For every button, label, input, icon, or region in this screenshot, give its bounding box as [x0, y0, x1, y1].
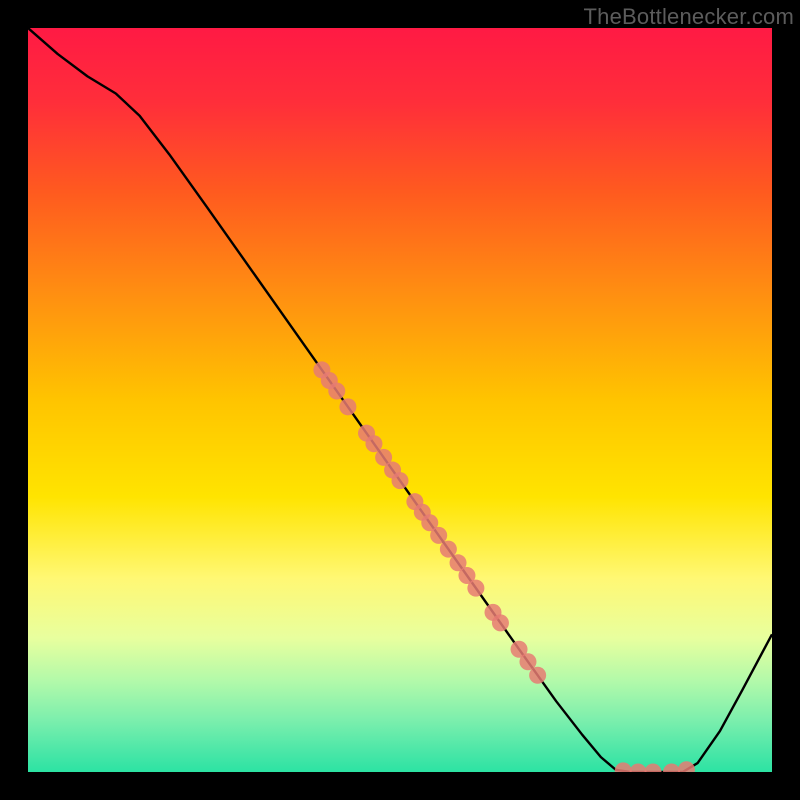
data-point	[328, 383, 345, 400]
data-point	[492, 614, 509, 631]
data-point	[467, 580, 484, 597]
watermark-text: TheBottlenecker.com	[584, 4, 794, 30]
data-point	[678, 761, 695, 772]
data-point	[615, 762, 632, 772]
data-point	[392, 472, 409, 489]
data-point	[663, 764, 680, 773]
chart-svg	[28, 28, 772, 772]
data-point	[440, 541, 457, 558]
data-point	[529, 667, 546, 684]
data-point	[339, 398, 356, 415]
data-point	[430, 527, 447, 544]
data-point	[644, 764, 661, 773]
data-point	[365, 435, 382, 452]
bottleneck-curve	[28, 28, 772, 772]
data-point	[630, 764, 647, 773]
plot-area	[28, 28, 772, 772]
chart-frame: TheBottlenecker.com	[0, 0, 800, 800]
